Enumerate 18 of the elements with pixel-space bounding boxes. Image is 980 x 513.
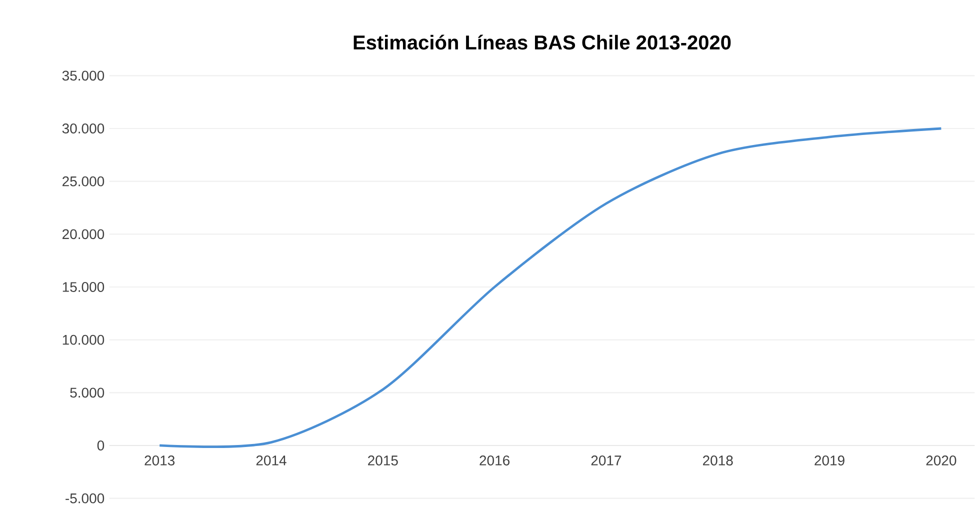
x-tick-label: 2016 <box>480 456 510 466</box>
y-tick-label: 5.000 <box>70 388 104 398</box>
x-tick-label: 2018 <box>703 456 733 466</box>
y-tick-label: 0 <box>97 440 104 450</box>
y-tick-label: 20.000 <box>62 229 104 240</box>
y-tick-label: 25.000 <box>62 176 104 186</box>
y-tick-label: 15.000 <box>62 282 104 292</box>
x-tick-label: 2013 <box>144 456 175 466</box>
y-tick-label: 35.000 <box>62 70 104 81</box>
x-tick-label: 2014 <box>256 456 286 466</box>
y-tick-label: 10.000 <box>62 334 104 345</box>
x-tick-label: 2017 <box>591 456 622 466</box>
y-tick-label: -5.000 <box>66 493 104 504</box>
chart-title: Estimación Líneas BAS Chile 2013-2020 <box>354 34 731 50</box>
x-tick-label: 2019 <box>814 456 844 466</box>
y-tick-label: 30.000 <box>62 124 104 134</box>
x-tick-label: 2020 <box>926 456 956 466</box>
x-tick-label: 2015 <box>368 456 398 466</box>
